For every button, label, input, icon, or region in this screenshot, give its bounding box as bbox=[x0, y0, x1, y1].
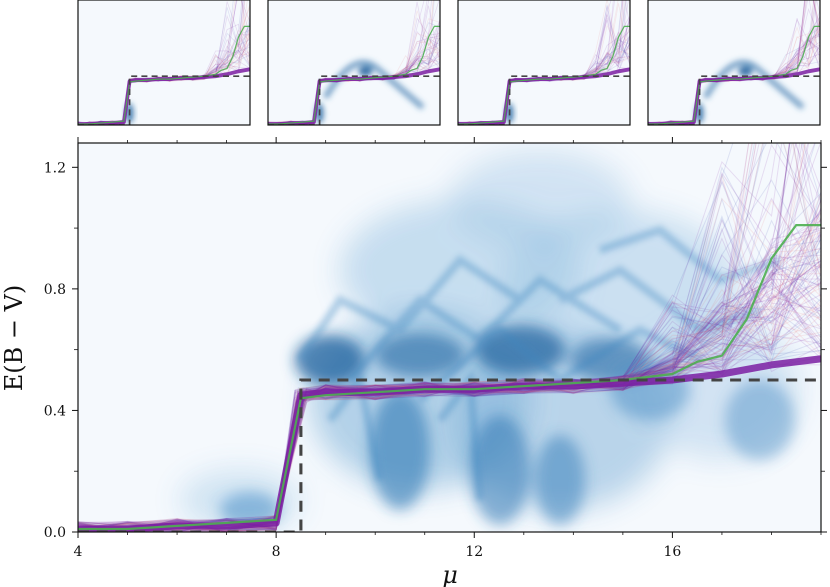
best-fit-line bbox=[458, 25, 630, 125]
y-tick-label: 0.0 bbox=[44, 525, 66, 541]
inset-density-ridge bbox=[702, 59, 805, 110]
x-tick-label: 12 bbox=[465, 544, 483, 560]
main-sample-line bbox=[78, 199, 821, 532]
x-tick-label: 16 bbox=[663, 544, 681, 560]
main-sample-line bbox=[78, 143, 790, 532]
best-fit-line bbox=[268, 25, 440, 125]
main-sample-line bbox=[78, 248, 821, 532]
inset-frame bbox=[647, 0, 821, 126]
inset-density-ridge bbox=[322, 59, 425, 110]
truth-line bbox=[458, 75, 630, 125]
y-tick-label: 0.8 bbox=[44, 282, 66, 298]
inset-frame bbox=[457, 0, 631, 126]
plot-frame bbox=[77, 142, 822, 533]
main-plot: 4 8 12 16 0.0 0.4 0.8 1.2 bbox=[44, 137, 827, 560]
y-tick-label: 1.2 bbox=[44, 160, 66, 176]
main-sample-line bbox=[78, 266, 821, 529]
main-axes: 4 8 12 16 0.0 0.4 0.8 1.2 bbox=[44, 137, 827, 560]
inset-panels bbox=[77, 0, 821, 126]
inset-content bbox=[78, 0, 250, 125]
inset-background bbox=[78, 0, 250, 125]
main-sample-line bbox=[78, 287, 821, 532]
y-tick-label: 0.4 bbox=[44, 403, 66, 419]
density-map bbox=[180, 150, 800, 530]
truth-line bbox=[648, 75, 820, 125]
inset-background bbox=[458, 0, 630, 125]
y-axis-label: E(B − V) bbox=[0, 285, 28, 392]
best-fit-line bbox=[78, 25, 250, 125]
inset-content bbox=[268, 0, 440, 125]
x-tick-label: 4 bbox=[74, 544, 83, 560]
main-sample-line bbox=[78, 143, 810, 528]
main-sample-line bbox=[78, 233, 821, 532]
inset-content bbox=[458, 0, 630, 125]
inset-frame bbox=[267, 0, 441, 126]
main-sample-line bbox=[78, 181, 821, 532]
truth-line bbox=[268, 75, 440, 125]
best-fit-line bbox=[78, 224, 821, 531]
inset-3 bbox=[457, 0, 631, 126]
x-axis-label: μ bbox=[442, 561, 458, 587]
main-lines bbox=[78, 143, 821, 532]
inset-sample-line bbox=[78, 29, 250, 125]
main-sample-line bbox=[78, 143, 821, 532]
inset-1 bbox=[77, 0, 251, 126]
main-sample-line bbox=[78, 143, 791, 532]
x-tick-label: 8 bbox=[272, 544, 281, 560]
inset-density-peak bbox=[358, 66, 373, 77]
main-sample-line bbox=[78, 312, 821, 532]
main-sample-line bbox=[78, 262, 821, 527]
inset-4 bbox=[647, 0, 821, 126]
main-sample-line bbox=[78, 143, 821, 532]
main-sample-line bbox=[78, 229, 821, 532]
inset-sample-line bbox=[648, 27, 820, 125]
main-sample-line bbox=[78, 143, 821, 531]
best-fit-line bbox=[648, 25, 820, 125]
inset-density-peak bbox=[738, 66, 753, 77]
truth-line bbox=[78, 75, 250, 125]
inset-frame bbox=[77, 0, 251, 126]
inset-2 bbox=[267, 0, 441, 126]
main-sample-line bbox=[78, 245, 821, 528]
